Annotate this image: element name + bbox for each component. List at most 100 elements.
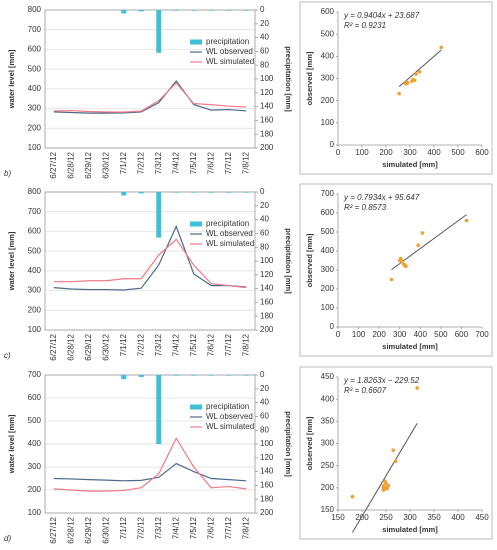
x-tick-label: 7/4/12 [171, 333, 180, 356]
precip-bar [156, 375, 162, 444]
y-tick-label: 500 [321, 227, 335, 236]
x-tick-label: 300 [403, 513, 417, 522]
scatter-point [391, 448, 396, 452]
precip-bar [173, 375, 179, 376]
x-tick-label: 7/6/12 [206, 333, 215, 356]
scatter-point [420, 231, 425, 235]
x-tick-label: 0 [336, 330, 341, 339]
legend-label: WL observed [206, 412, 253, 421]
scatter-point [416, 243, 421, 248]
series-line [53, 462, 247, 482]
y-tick-label: 400 [321, 246, 335, 255]
y2-axis-title: precipitation [mm] [284, 411, 293, 477]
x-tick-label: 7/4/12 [171, 151, 180, 174]
precip-bar [191, 10, 197, 11]
y2-tick-label: 160 [260, 116, 274, 125]
precip-bar [173, 10, 179, 11]
y-axis-title: water level [mm] [7, 414, 16, 474]
y2-tick-label: 100 [260, 74, 274, 83]
scatter-point [404, 264, 408, 269]
y-tick-label: 0 [330, 322, 335, 331]
x-tick-label: 200 [372, 330, 386, 339]
y2-tick-label: 180 [260, 311, 274, 320]
x-tick-label: 0 [336, 148, 341, 157]
y-tick-label: 700 [28, 370, 42, 379]
x-tick-label: 6/29/12 [84, 151, 93, 178]
x-tick-label: 400 [427, 148, 441, 157]
plot-frame [44, 9, 256, 149]
scatter-point [439, 45, 444, 50]
legend-label: WL simulated [206, 422, 254, 431]
y2-tick-label: 120 [260, 270, 274, 279]
precip-bar [226, 375, 232, 376]
x-tick-label: 6/27/12 [49, 333, 58, 360]
y2-tick-label: 100 [260, 256, 274, 265]
precip-bar [243, 375, 249, 376]
series-line [53, 82, 247, 113]
x-tick-label: 6/27/12 [49, 516, 58, 543]
y-tick-label: 600 [28, 227, 42, 236]
axis-lines [337, 194, 482, 328]
y-tick-label: 300 [321, 439, 335, 448]
x-tick-label: 7/3/12 [154, 333, 163, 356]
scatter-point [389, 277, 394, 282]
y2-tick-label: 40 [260, 215, 269, 224]
series-line [53, 437, 247, 492]
legend-swatch [190, 404, 202, 410]
y-tick-label: 200 [321, 284, 335, 293]
y2-tick-label: 200 [260, 508, 274, 517]
y2-tick-label: 80 [260, 425, 269, 434]
trendline [391, 214, 467, 271]
x-tick-label: 7/1/12 [119, 151, 128, 174]
scatter-point [398, 256, 403, 261]
x-tick-label: 400 [414, 330, 428, 339]
y2-tick-label: 0 [260, 187, 265, 196]
x-tick-label: 7/2/12 [136, 516, 145, 539]
series-line [53, 238, 247, 289]
scatter-point [397, 91, 402, 96]
x-tick-label: 100 [352, 330, 366, 339]
y2-tick-label: 80 [260, 242, 269, 251]
precip-bar [243, 10, 249, 11]
y2-tick-label: 60 [260, 47, 269, 56]
y2-tick-label: 20 [260, 19, 269, 28]
trend-equation: y = 0.7934x + 95.647 [343, 193, 420, 202]
y-tick-label: 600 [321, 208, 335, 217]
x-tick-label: 400 [451, 513, 465, 522]
y-tick-label: 200 [321, 483, 335, 492]
y-tick-label: 200 [321, 96, 335, 105]
x-tick-label: 100 [355, 148, 369, 157]
y-tick-label: 600 [28, 45, 42, 54]
y-tick-label: 450 [321, 372, 335, 381]
x-tick-label: 600 [475, 148, 489, 157]
x-tick-label: 350 [427, 513, 441, 522]
y2-tick-label: 40 [260, 398, 269, 407]
series-line [53, 224, 247, 291]
y2-tick-label: 140 [260, 102, 274, 111]
x-tick-label: 6/27/12 [49, 151, 58, 178]
y-tick-label: 700 [28, 25, 42, 34]
precip-bar [191, 375, 197, 376]
legend-label: WL observed [206, 229, 253, 238]
y2-tick-label: 180 [260, 494, 274, 503]
y-tick-label: 400 [28, 439, 42, 448]
y-tick-label: 500 [28, 246, 42, 255]
x-tick-label: 7/7/12 [224, 151, 233, 174]
scatter-point [417, 70, 422, 74]
x-tick-label: 7/2/12 [136, 151, 145, 174]
y-tick-label: 350 [321, 416, 335, 425]
y2-tick-label: 120 [260, 453, 274, 462]
scatter-point [414, 72, 418, 76]
y-tick-label: 250 [321, 461, 335, 470]
x-tick-label: 7/8/12 [241, 151, 250, 174]
y-tick-label: 300 [321, 265, 335, 274]
trend-r2: R² = 0.9231 [344, 21, 386, 30]
y-tick-label: 600 [321, 7, 335, 16]
y-axis-title: water level [mm] [7, 49, 16, 109]
y2-tick-label: 40 [260, 33, 269, 42]
y2-tick-label: 0 [260, 370, 265, 379]
y-tick-label: 200 [28, 123, 42, 132]
legend-label: WL simulated [206, 57, 254, 66]
x-tick-label: 600 [455, 330, 469, 339]
y-axis-title: observed [mm] [305, 416, 314, 470]
